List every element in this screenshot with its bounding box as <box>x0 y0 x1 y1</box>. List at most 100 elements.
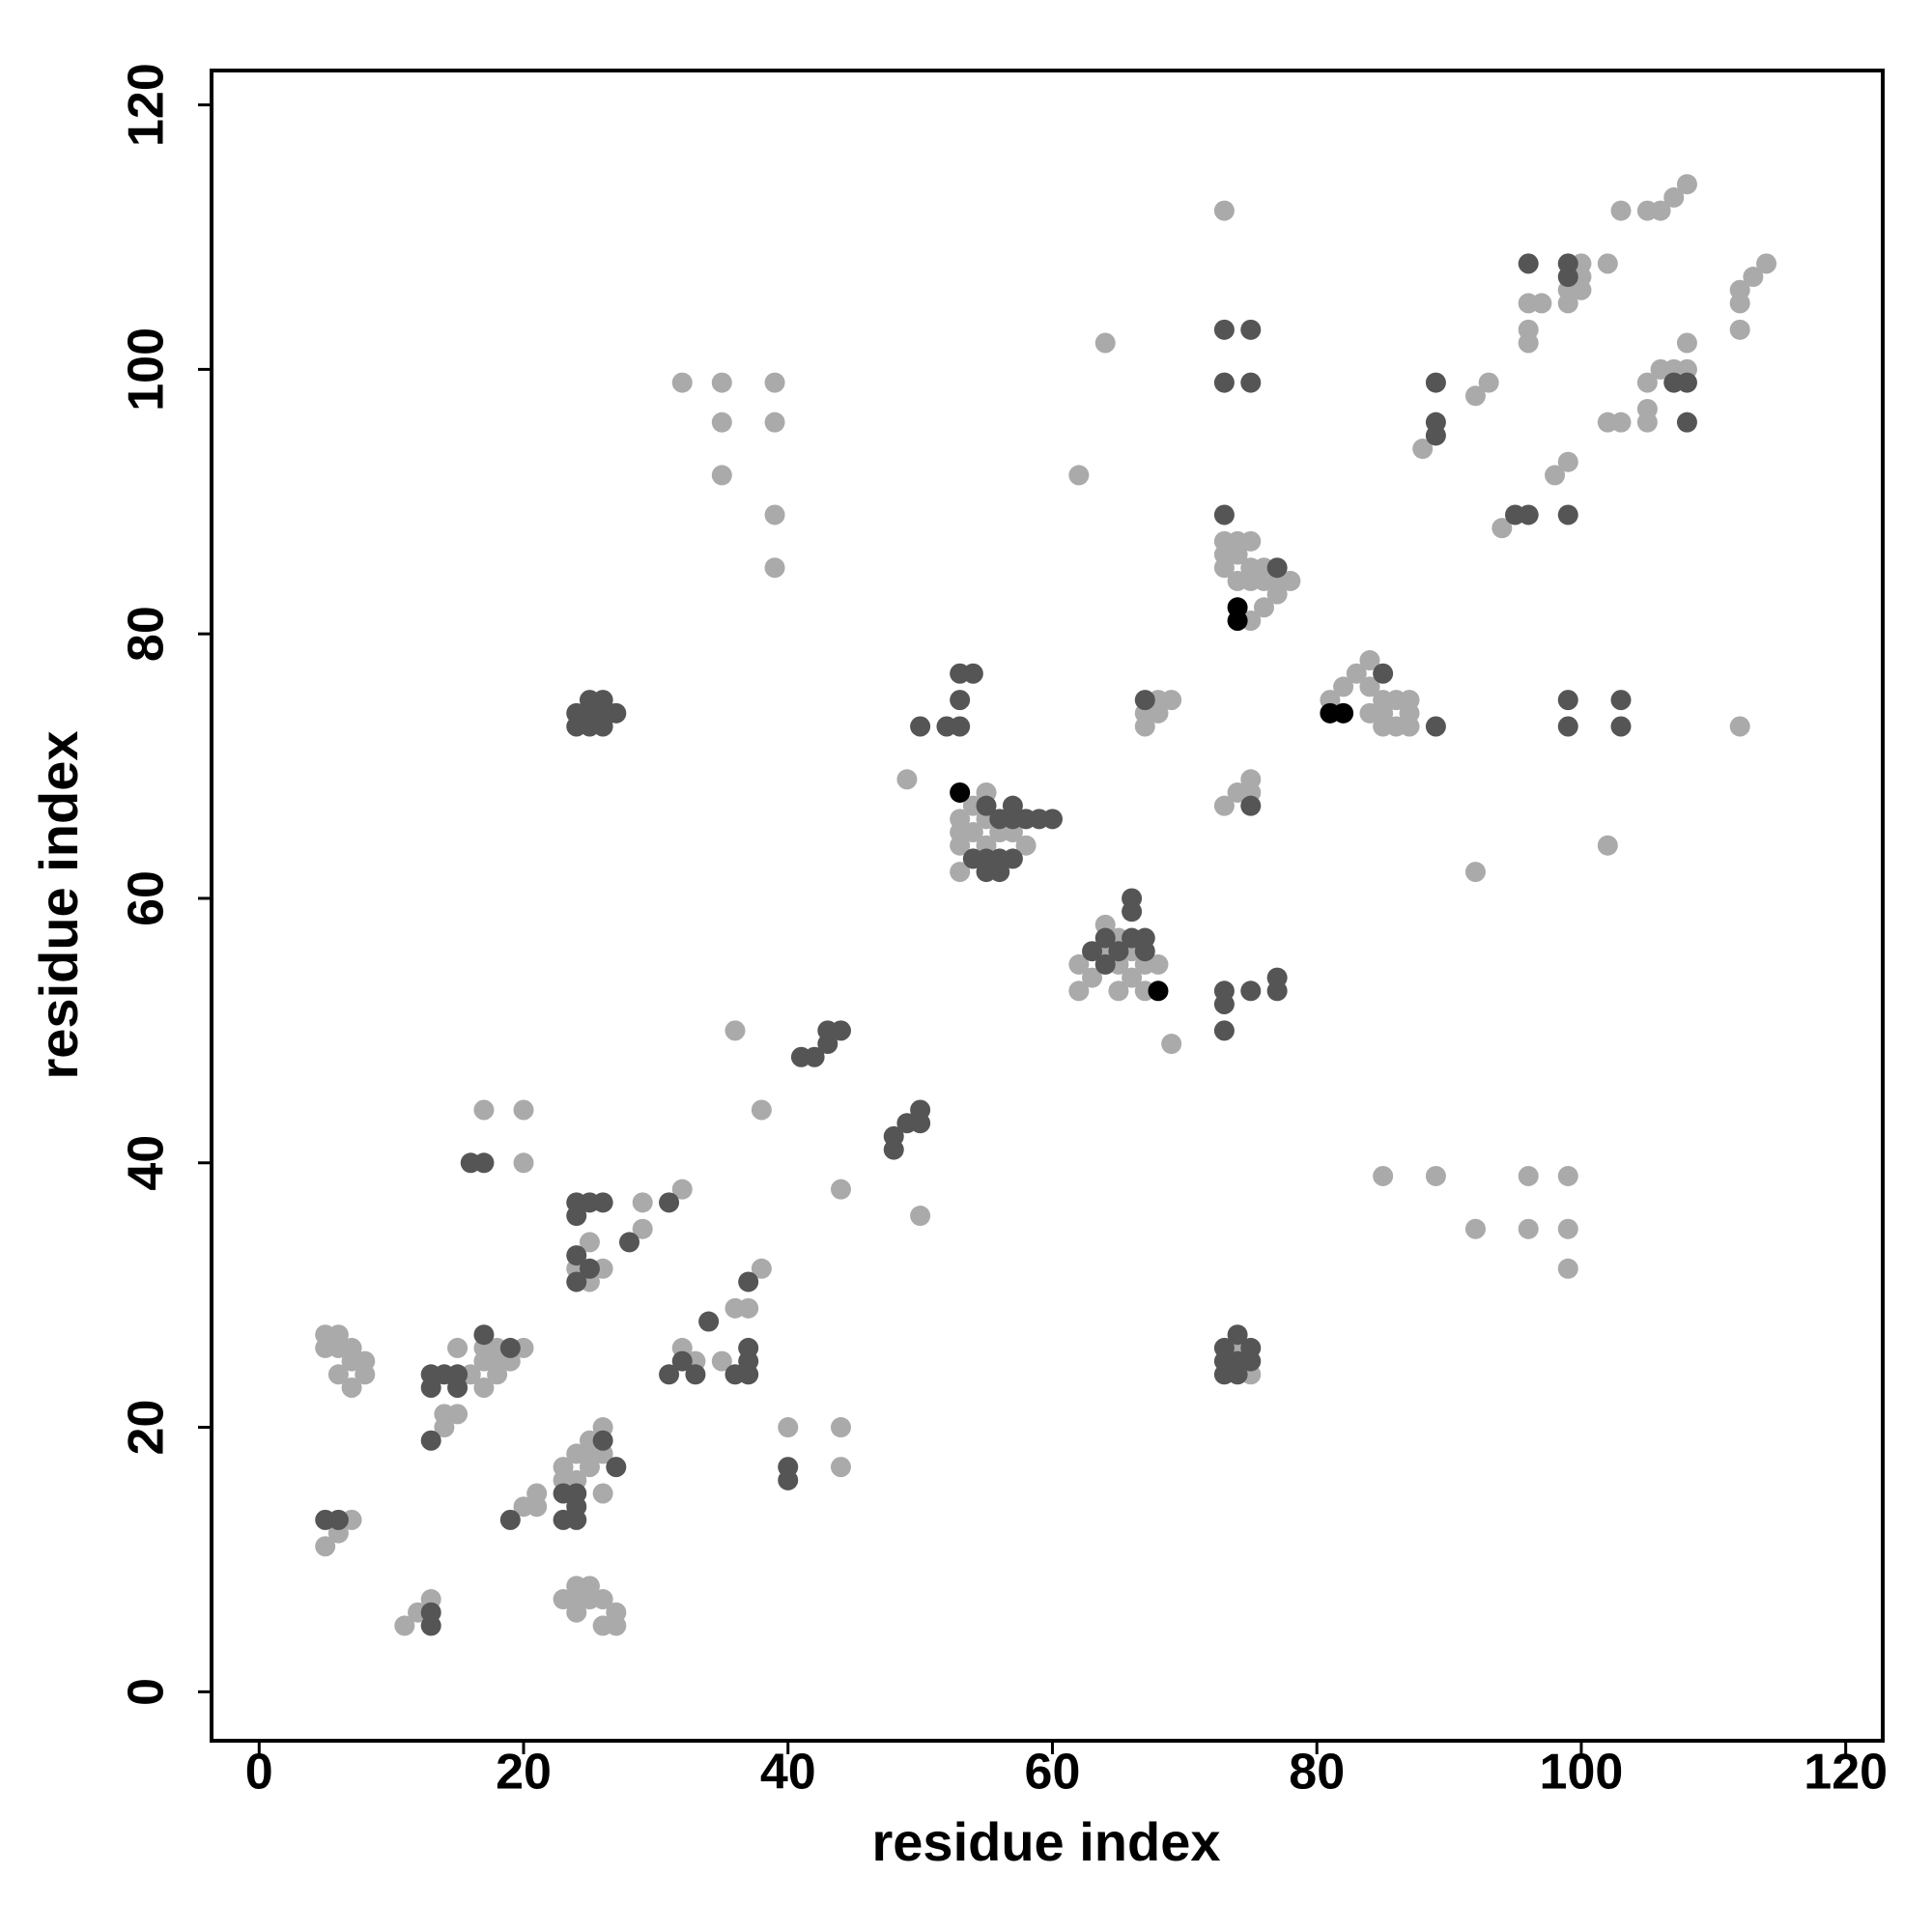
point <box>1148 980 1169 1002</box>
point <box>1082 941 1103 962</box>
point <box>499 1509 521 1530</box>
point <box>1412 439 1434 460</box>
point <box>962 663 983 684</box>
point <box>447 1337 469 1358</box>
point <box>1359 650 1380 671</box>
point <box>1094 332 1116 354</box>
point <box>619 1232 639 1253</box>
point <box>830 1457 851 1478</box>
point <box>751 1258 772 1279</box>
point <box>1399 690 1420 711</box>
point <box>711 1350 732 1372</box>
point <box>1359 676 1380 697</box>
point <box>1425 716 1446 737</box>
point <box>1650 200 1671 221</box>
point <box>1597 253 1618 274</box>
point <box>1399 716 1420 737</box>
point <box>473 1377 495 1398</box>
point <box>341 1377 362 1398</box>
point <box>711 412 732 433</box>
point <box>671 1179 693 1200</box>
point <box>1134 941 1155 962</box>
point <box>473 1324 495 1346</box>
point <box>1464 385 1486 407</box>
point <box>1240 319 1262 340</box>
point <box>355 1364 376 1385</box>
y-tick-label: 20 <box>119 1400 175 1456</box>
point <box>579 702 600 724</box>
point <box>1161 690 1182 711</box>
point <box>1597 835 1618 856</box>
point <box>526 1483 548 1504</box>
point <box>1636 372 1658 393</box>
point <box>711 372 732 393</box>
point <box>1213 504 1235 526</box>
point <box>1148 953 1169 975</box>
point <box>447 1404 469 1425</box>
point <box>976 862 997 883</box>
y-axis-title: residue index <box>28 730 89 1079</box>
point <box>1240 372 1262 393</box>
y-tick-label: 40 <box>119 1135 175 1191</box>
y-tick-label: 80 <box>119 606 175 662</box>
point <box>1002 795 1023 816</box>
point <box>1346 663 1367 684</box>
point <box>1227 1364 1248 1385</box>
point <box>1492 518 1513 539</box>
point <box>513 1099 534 1121</box>
point <box>1333 702 1354 724</box>
point <box>751 1099 772 1121</box>
point <box>1068 465 1090 486</box>
point <box>1425 1165 1446 1186</box>
point <box>1134 690 1155 711</box>
point <box>420 1430 441 1451</box>
point <box>1756 253 1777 274</box>
point <box>1213 1337 1235 1358</box>
point <box>579 1232 600 1253</box>
point <box>606 702 627 724</box>
point <box>1676 174 1697 195</box>
point <box>473 1152 495 1174</box>
point <box>1094 953 1116 975</box>
point <box>1571 279 1592 300</box>
point <box>1557 267 1578 288</box>
point <box>1518 253 1539 274</box>
point <box>1373 716 1394 737</box>
point <box>883 1125 904 1147</box>
point <box>1531 293 1552 314</box>
point <box>1425 425 1446 446</box>
point <box>315 1536 336 1557</box>
point <box>394 1615 415 1636</box>
point <box>1213 557 1235 579</box>
point <box>1227 610 1248 631</box>
point <box>962 822 983 843</box>
point <box>592 716 613 737</box>
point <box>1729 716 1750 737</box>
point <box>1240 769 1262 790</box>
point <box>420 1602 441 1623</box>
point <box>1729 319 1750 340</box>
point <box>910 716 931 737</box>
point <box>499 1337 521 1358</box>
point <box>1213 200 1235 221</box>
point <box>1545 465 1566 486</box>
point <box>1041 809 1063 830</box>
point <box>1227 1324 1248 1346</box>
point <box>1213 993 1235 1014</box>
point <box>592 690 613 711</box>
point <box>764 372 785 393</box>
point <box>1280 570 1301 591</box>
point <box>1266 557 1288 579</box>
point <box>671 1350 693 1372</box>
x-tick-label: 80 <box>1289 1745 1345 1801</box>
point <box>1266 967 1288 988</box>
point <box>1518 504 1539 526</box>
point <box>1108 941 1129 962</box>
point <box>1610 716 1632 737</box>
point <box>764 412 785 433</box>
point <box>579 1258 600 1279</box>
point <box>1729 279 1750 300</box>
point <box>950 781 971 803</box>
x-tick-label: 40 <box>760 1745 816 1801</box>
point <box>976 795 997 816</box>
